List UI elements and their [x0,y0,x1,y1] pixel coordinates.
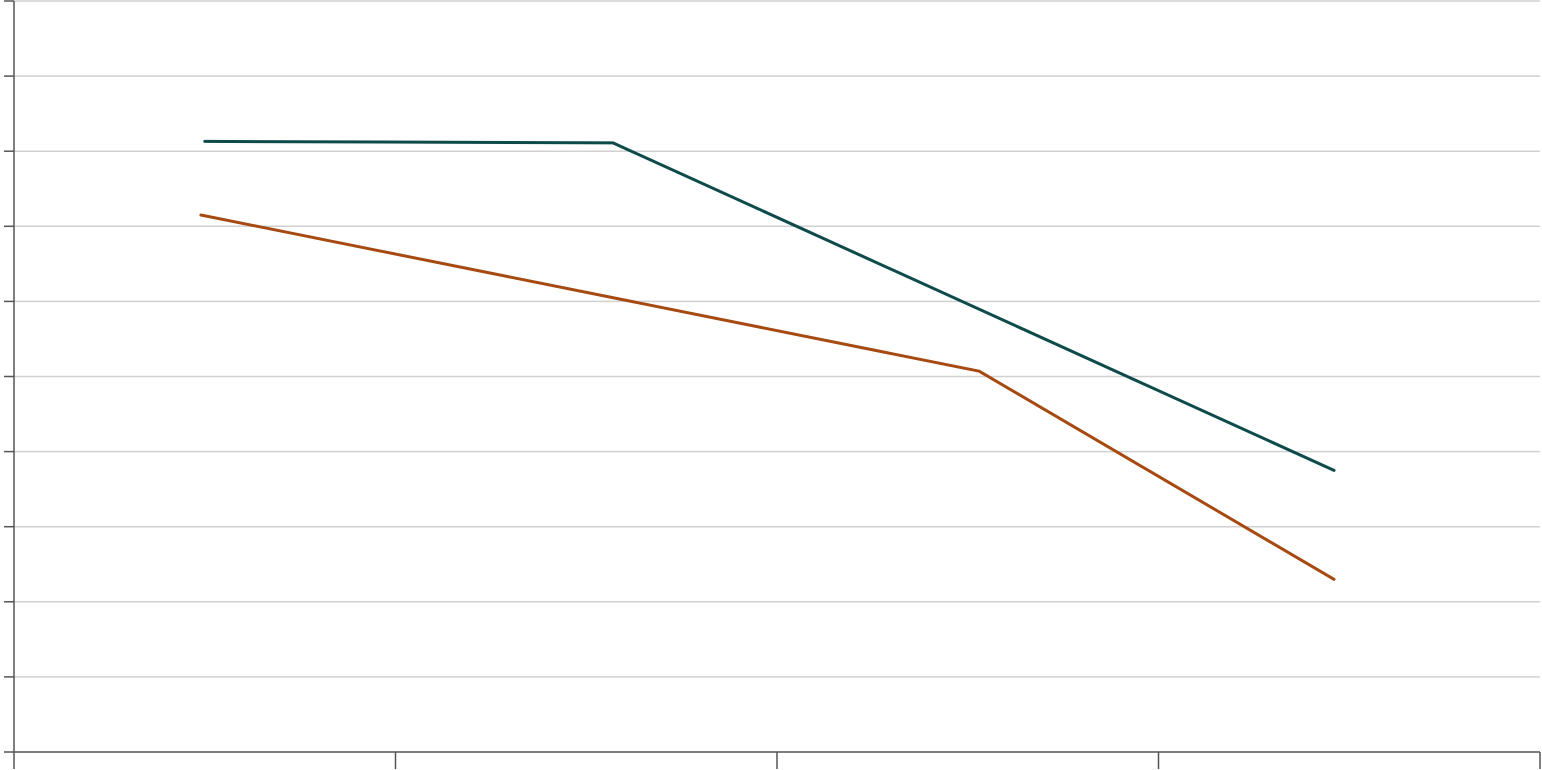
series-line-1 [203,139,1336,472]
axes [4,0,1541,769]
series-lines [199,139,1336,581]
gridlines [14,0,1540,678]
series-line-2 [199,213,1336,581]
